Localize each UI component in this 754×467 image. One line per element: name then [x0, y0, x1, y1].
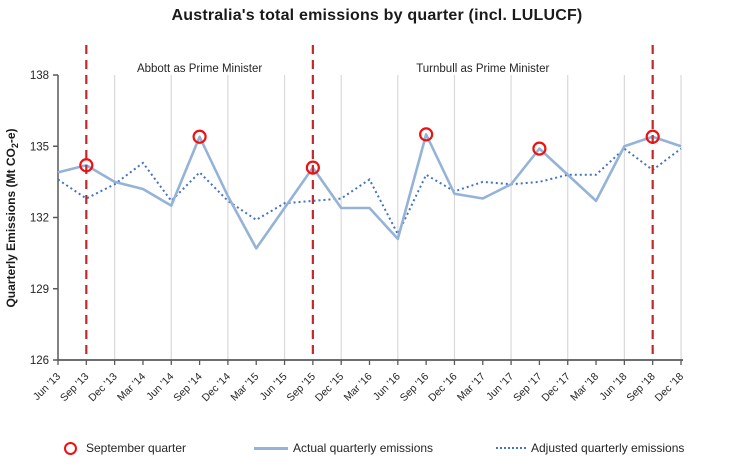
- legend: September quarter Actual quarterly emiss…: [0, 436, 754, 460]
- y-tick-label: 138: [30, 70, 49, 82]
- x-tick-label: Mar '16: [342, 371, 375, 404]
- solid-line-swatch-icon: [254, 446, 288, 450]
- x-tick-label: Dec '14: [200, 371, 234, 405]
- y-tick-label: 135: [30, 141, 49, 153]
- legend-adjusted-label: Adjusted quarterly emissions: [531, 441, 685, 455]
- x-tick-label: Jun '16: [371, 371, 403, 403]
- x-tick-label: Dec '18: [653, 371, 687, 405]
- x-tick-label: Mar '18: [568, 371, 601, 404]
- september-quarter-marker: [305, 160, 320, 175]
- y-axis-title: Quarterly Emissions (Mt CO2-e): [4, 128, 20, 307]
- legend-actual-label: Actual quarterly emissions: [293, 441, 434, 455]
- september-quarter-marker: [645, 129, 660, 144]
- x-tick-label: Dec '15: [313, 371, 347, 405]
- september-quarter-marker: [532, 141, 547, 156]
- september-quarter-marker: [419, 127, 434, 142]
- x-tick-label: Mar '17: [455, 371, 488, 404]
- legend-item-actual-emissions: Actual quarterly emissions: [254, 436, 433, 460]
- x-tick-label: Mar '15: [228, 371, 261, 404]
- september-quarter-marker-icon: [64, 441, 77, 455]
- september-quarter-marker: [192, 129, 207, 144]
- legend-september-label: September quarter: [86, 441, 187, 455]
- x-tick-label: Dec '13: [86, 371, 120, 405]
- chart-title: Australia's total emissions by quarter (…: [171, 7, 583, 24]
- x-tick-label: Sep '17: [511, 371, 545, 405]
- x-tick-label: Mar '14: [115, 371, 148, 404]
- x-tick-label: Dec '17: [539, 371, 573, 405]
- x-tick-label: Sep '16: [398, 371, 432, 405]
- x-tick-label: Jun '15: [257, 371, 289, 403]
- x-tick-label: Sep '15: [285, 371, 319, 405]
- actual-emissions-line: [57, 133, 682, 250]
- legend-item-september-quarter: September quarter: [64, 436, 186, 460]
- x-tick-label: Jun '17: [484, 371, 516, 403]
- x-tick-label: Sep '13: [58, 371, 92, 405]
- adjusted-emissions-line: [57, 147, 682, 237]
- dotted-line-swatch-icon: [496, 447, 526, 449]
- x-tick-label: Dec '16: [426, 371, 460, 405]
- x-tick-label: Sep '18: [624, 371, 658, 405]
- pm-annotation: Turnbull as Prime Minister: [416, 63, 549, 75]
- pm-annotation: Abbott as Prime Minister: [137, 63, 262, 75]
- x-tick-label: Jun '18: [597, 371, 629, 403]
- y-tick-label: 132: [30, 213, 49, 225]
- x-tick-label: Sep '14: [171, 371, 205, 405]
- x-tick-label: Jun '14: [144, 371, 176, 403]
- x-tick-label: Jun '13: [31, 371, 63, 403]
- y-tick-label: 129: [30, 284, 49, 296]
- legend-item-adjusted-emissions: Adjusted quarterly emissions: [496, 436, 684, 460]
- y-tick-label: 126: [30, 355, 49, 367]
- september-quarter-marker: [79, 158, 94, 173]
